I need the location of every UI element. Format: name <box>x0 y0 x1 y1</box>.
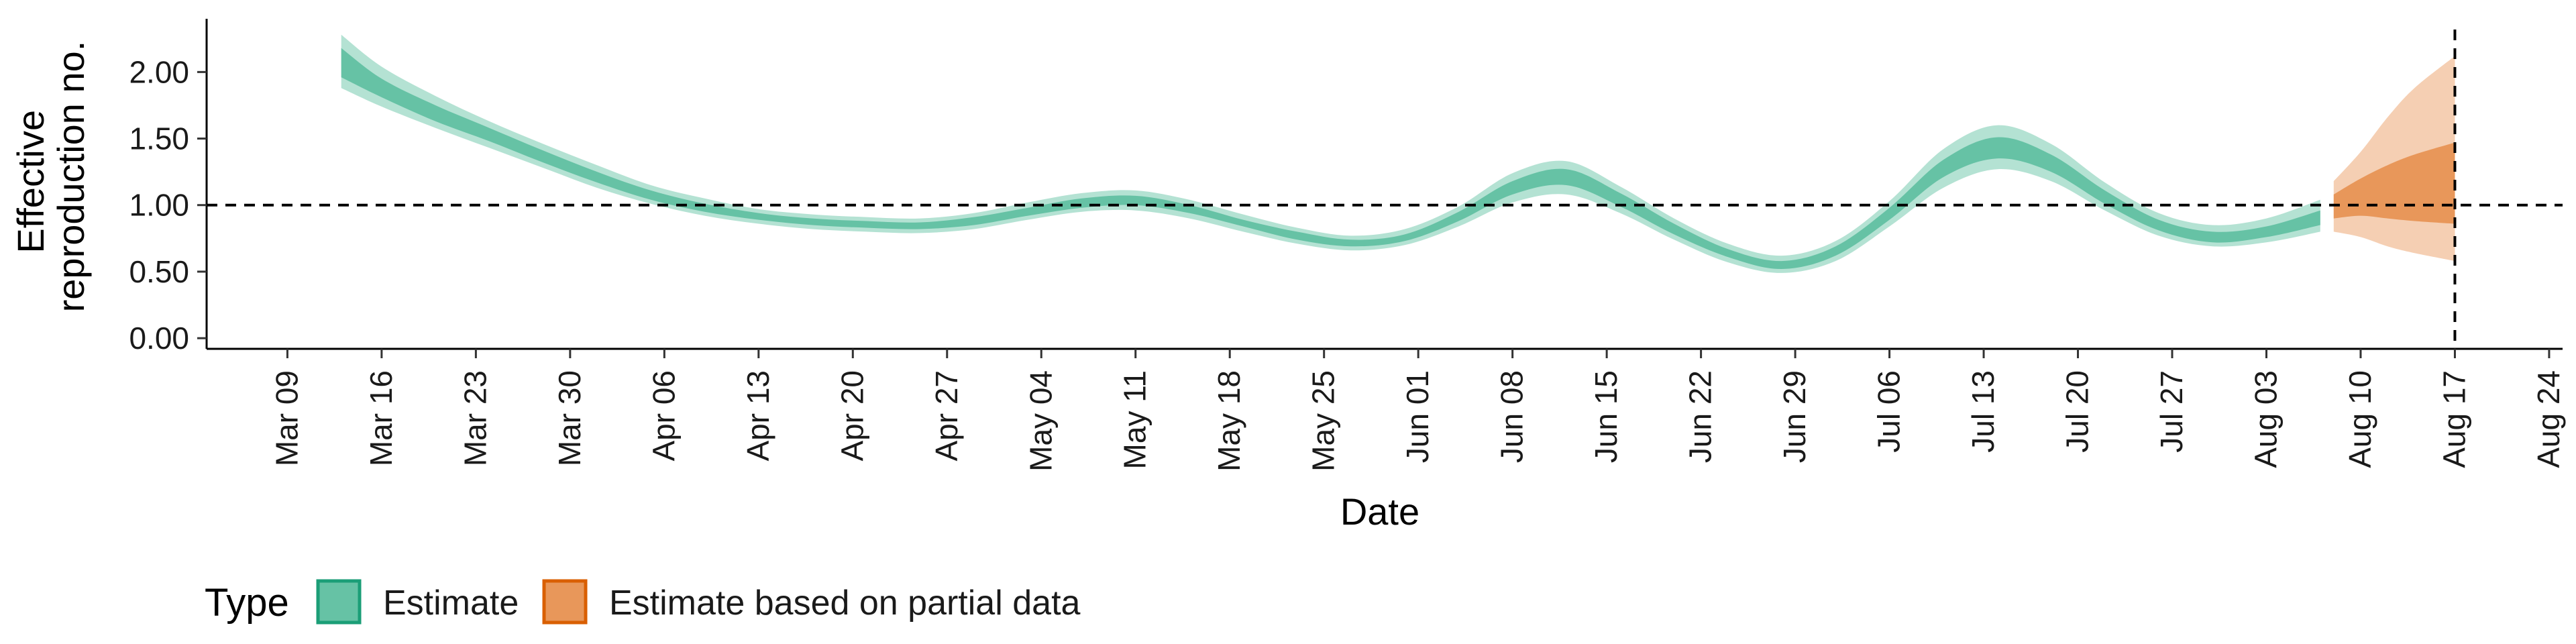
legend-title: Type <box>205 581 289 625</box>
x-tick-label: Apr 13 <box>741 370 775 462</box>
reference-lines <box>207 30 2563 349</box>
x-tick-label: Jun 22 <box>1683 370 1718 463</box>
x-tick-label: Jul 06 <box>1872 370 1907 453</box>
x-tick-label: Mar 09 <box>269 370 304 466</box>
x-tick-label: Mar 30 <box>552 370 587 466</box>
axes-layer <box>205 19 2563 350</box>
band-inner-partial <box>2333 142 2455 224</box>
y-tick-label: 2.00 <box>129 54 189 89</box>
x-tick-label: Jul 13 <box>1966 370 2000 453</box>
legend-label-partial: Estimate based on partial data <box>609 584 1081 623</box>
x-tick-label: Aug 03 <box>2249 370 2284 468</box>
x-tick-label: May 04 <box>1023 370 1058 472</box>
y-tick-label: 1.00 <box>129 188 189 223</box>
x-tick-label: Jul 20 <box>2060 370 2095 453</box>
y-tick-label: 1.50 <box>129 121 189 156</box>
y-tick-label: 0.50 <box>129 254 189 289</box>
x-tick-label: Aug 10 <box>2343 370 2377 468</box>
x-tick-label: Mar 16 <box>364 370 398 466</box>
x-tick-label: May 11 <box>1118 370 1152 469</box>
y-axis-title-line-1: Effective <box>9 110 52 254</box>
bands-layer <box>341 34 2455 273</box>
y-tick-label: 0.00 <box>129 321 189 356</box>
y-axis-title-line-2: reproduction no. <box>50 41 92 313</box>
x-tick-label: May 25 <box>1306 370 1341 472</box>
x-tick-label: Jun 15 <box>1589 370 1623 463</box>
y-axis-ticks: 0.00 0.50 1.00 1.50 2.00 <box>129 54 207 356</box>
x-tick-label: Jun 08 <box>1495 370 1529 463</box>
x-tick-label: Apr 27 <box>929 370 964 462</box>
legend-swatch-partial <box>542 579 588 625</box>
x-axis-title: Date <box>1340 490 1419 533</box>
legend: Type Estimate Estimate based on partial … <box>205 579 1081 625</box>
legend-label-estimate: Estimate <box>383 584 519 623</box>
x-tick-label: Aug 17 <box>2437 370 2472 468</box>
x-axis-ticks: Mar 09 Mar 16 Mar 23 Mar 30 Apr 06 Apr 13 Apr … <box>269 349 2566 472</box>
x-tick-label: Jun 01 <box>1400 370 1435 463</box>
x-tick-label: Aug 24 <box>2531 370 2566 468</box>
x-tick-label: Apr 20 <box>835 370 869 462</box>
x-tick-label: Jul 27 <box>2154 370 2189 453</box>
x-tick-label: May 18 <box>1212 370 1246 472</box>
legend-swatch-estimate <box>316 579 362 625</box>
x-tick-label: Mar 23 <box>458 370 492 466</box>
y-axis-title: Effective reproduction no. <box>9 41 92 313</box>
x-tick-label: Jun 29 <box>1777 370 1812 463</box>
x-tick-label: Apr 06 <box>646 370 681 462</box>
